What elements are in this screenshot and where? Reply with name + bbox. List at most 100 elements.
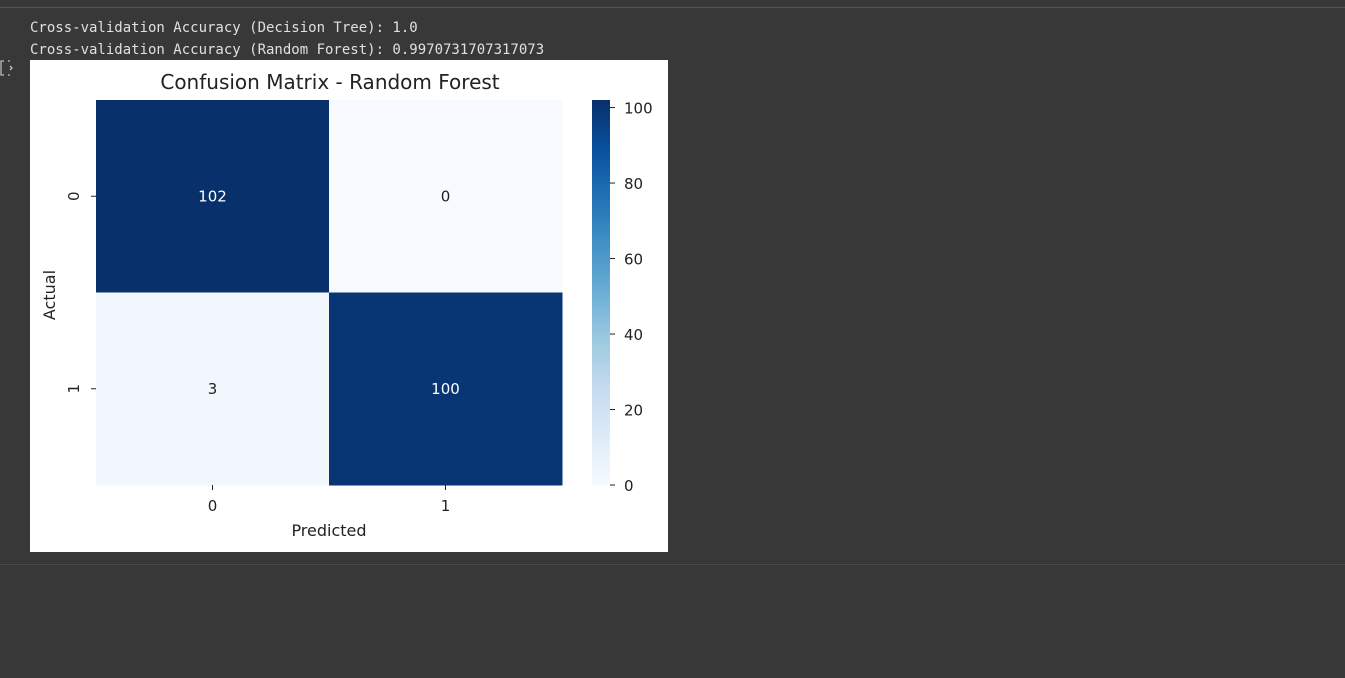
- colorbar-segment: [592, 472, 610, 476]
- colorbar-segment: [592, 440, 610, 444]
- colorbar-segment: [592, 475, 610, 480]
- colorbar-segment: [592, 382, 610, 387]
- colorbar-segment: [592, 160, 610, 165]
- colorbar-segment: [592, 247, 610, 252]
- colorbar-segment: [592, 254, 610, 258]
- colorbar-segment: [592, 257, 610, 262]
- output-icon[interactable]: [0, 60, 13, 76]
- colorbar-segment: [592, 225, 610, 229]
- cell-label: 100: [431, 380, 460, 398]
- colorbar-segment: [592, 478, 610, 483]
- colorbar-segment: [592, 215, 610, 220]
- colorbar-segment: [592, 250, 610, 255]
- colorbar-segment: [592, 347, 610, 351]
- colorbar-segment: [592, 334, 610, 339]
- chart-title: Confusion Matrix - Random Forest: [160, 70, 499, 94]
- colorbar-segment: [592, 112, 610, 117]
- colorbar-segment: [592, 369, 610, 374]
- colorbar-segment: [592, 379, 610, 383]
- colorbar-segment: [592, 154, 610, 159]
- colorbar-segment: [592, 209, 610, 213]
- colorbar-segment: [592, 430, 610, 435]
- colorbar-segment: [592, 279, 610, 284]
- colorbar-segment: [592, 340, 610, 345]
- colorbar-segment: [592, 292, 610, 297]
- colorbar-segment: [592, 427, 610, 432]
- colorbar-segment: [592, 391, 610, 396]
- colorbar-segment: [592, 417, 610, 422]
- colorbar-segment: [592, 234, 610, 239]
- colorbar-segment: [592, 144, 610, 149]
- colorbar-segment: [592, 433, 610, 438]
- colorbar-segment: [592, 141, 610, 146]
- colorbar-segment: [592, 356, 610, 361]
- colorbar-tick-label: 40: [624, 326, 643, 344]
- colorbar-segment: [592, 157, 610, 162]
- colorbar-segment: [592, 372, 610, 377]
- colorbar-segment: [592, 404, 610, 409]
- colorbar-segment: [592, 343, 610, 348]
- colorbar-segment: [592, 244, 610, 249]
- colorbar-segment: [592, 170, 610, 175]
- colorbar-segment: [592, 282, 610, 287]
- colorbar-segment: [592, 151, 610, 156]
- colorbar-segment: [592, 324, 610, 329]
- colorbar-segment: [592, 443, 610, 448]
- colorbar-segment: [592, 468, 610, 473]
- output-icon-glyph[interactable]: [0, 60, 13, 76]
- colorbar-segment: [592, 481, 610, 486]
- colorbar-segment: [592, 164, 610, 168]
- colorbar-segment: [592, 119, 610, 124]
- colorbar-segment: [592, 314, 610, 319]
- colorbar-segment: [592, 180, 610, 185]
- colorbar-segment: [592, 276, 610, 281]
- colorbar-tick-label: 100: [624, 100, 653, 118]
- colorbar-segment: [592, 196, 610, 201]
- y-tick-label: 1: [65, 384, 83, 394]
- colorbar-segment: [592, 221, 610, 226]
- colorbar-segment: [592, 385, 610, 390]
- colorbar-segment: [592, 260, 610, 265]
- colorbar-segment: [592, 388, 610, 393]
- colorbar-segment: [592, 199, 610, 204]
- colorbar-segment: [592, 363, 610, 367]
- colorbar-segment: [592, 331, 610, 335]
- colorbar-segment: [592, 436, 610, 441]
- colorbar-segment: [592, 311, 610, 316]
- colorbar-segment: [592, 414, 610, 419]
- colorbar-segment: [592, 186, 610, 191]
- colorbar-segment: [592, 103, 610, 108]
- colorbar-segment: [592, 408, 610, 412]
- x-axis-label: Predicted: [291, 521, 366, 540]
- colorbar-segment: [592, 263, 610, 268]
- output-line: Cross-validation Accuracy (Random Forest…: [30, 42, 544, 58]
- x-tick-label: 0: [208, 497, 218, 515]
- colorbar-segment: [592, 128, 610, 133]
- colorbar-segment: [592, 401, 610, 406]
- colorbar-segment: [592, 462, 610, 467]
- colorbar-segment: [592, 270, 610, 274]
- colorbar-segment: [592, 305, 610, 310]
- colorbar-segment: [592, 375, 610, 380]
- colorbar-segment: [592, 205, 610, 210]
- colorbar-segment: [592, 266, 610, 271]
- colorbar-tick-label: 60: [624, 251, 643, 269]
- colorbar-segment: [592, 359, 610, 364]
- colorbar-segment: [592, 459, 610, 464]
- cell-label: 3: [208, 380, 218, 398]
- colorbar-segment: [592, 193, 610, 197]
- cell-label: 102: [198, 187, 227, 205]
- colorbar-segment: [592, 189, 610, 194]
- colorbar-segment: [592, 446, 610, 451]
- y-tick-label: 0: [65, 191, 83, 201]
- colorbar-segment: [592, 231, 610, 236]
- colorbar-tick-label: 20: [624, 402, 643, 420]
- colorbar-segment: [592, 132, 610, 136]
- heatmap-cell: [329, 292, 563, 486]
- colorbar-segment: [592, 308, 610, 313]
- colorbar-segment: [592, 395, 610, 399]
- colorbar-segment: [592, 241, 610, 245]
- colorbar-segment: [592, 109, 610, 114]
